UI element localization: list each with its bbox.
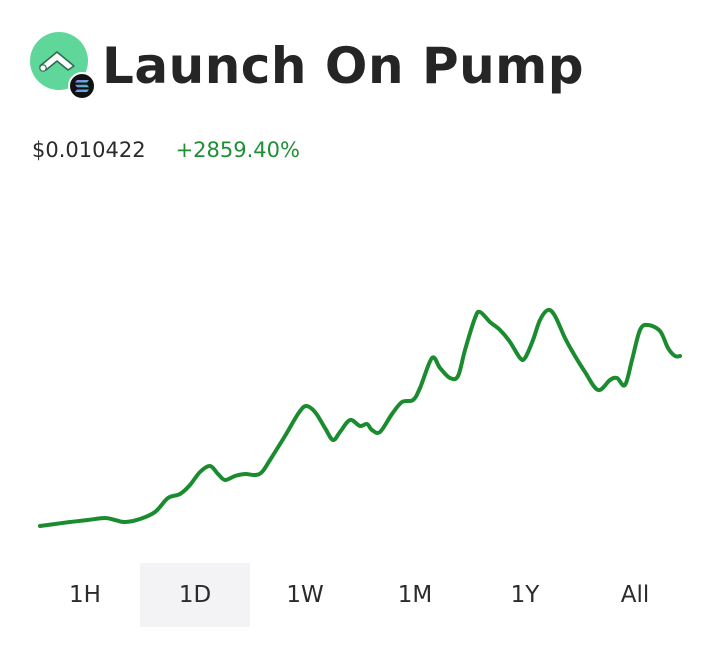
tab-1h[interactable]: 1H [69,582,101,608]
price-change-percent: +2859.40% [175,138,300,162]
tab-1d[interactable]: 1D [140,563,250,627]
tab-all[interactable]: All [620,582,650,608]
token-header: Launch On Pump [30,30,584,100]
tab-1m[interactable]: 1M [397,582,433,608]
token-logo-icon [30,32,88,90]
token-logo [30,32,96,100]
timeframe-tabs: 1H 1D 1W 1M 1Y All [30,563,690,627]
tab-1w[interactable]: 1W [286,582,324,608]
price-row: $0.010422 +2859.40% [32,138,300,162]
page-title: Launch On Pump [102,37,585,95]
solana-icon [68,72,96,100]
price-line [38,307,682,528]
tab-1y[interactable]: 1Y [510,582,540,608]
current-price: $0.010422 [32,138,146,162]
